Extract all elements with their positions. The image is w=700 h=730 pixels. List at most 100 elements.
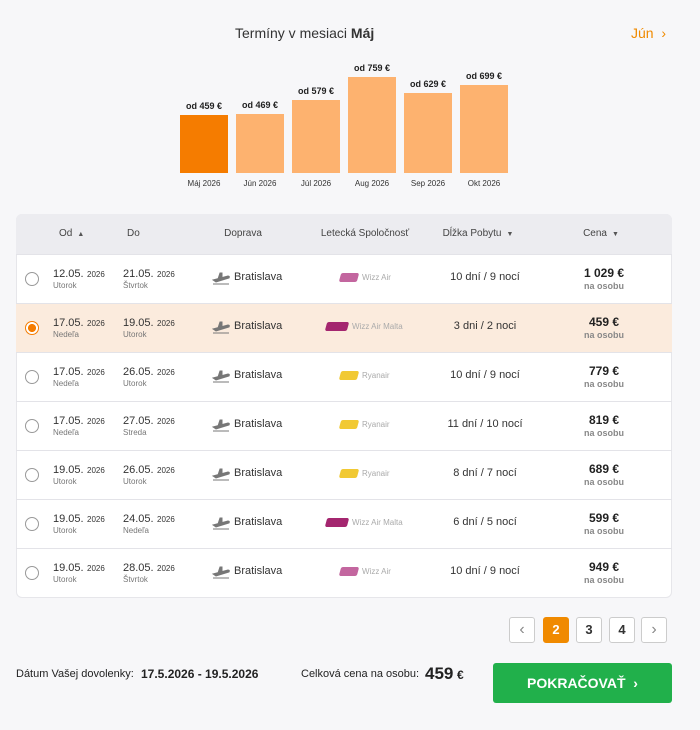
sort-icon: ▲ — [77, 231, 85, 238]
days: 8 dní — [453, 467, 478, 479]
airline-logo — [338, 371, 360, 380]
radio[interactable] — [25, 272, 39, 286]
next-month[interactable]: Jún › — [631, 25, 667, 41]
weekday: Nedeľa — [53, 379, 79, 388]
weekday: Streda — [123, 428, 147, 437]
airline: Wizz Air — [362, 567, 391, 576]
airline-logo — [338, 273, 360, 282]
duration: 10 dní / 9 nocí — [450, 369, 520, 381]
year: 2026 — [157, 466, 175, 475]
bar[interactable] — [292, 99, 340, 173]
radio[interactable] — [25, 566, 39, 580]
bar[interactable] — [236, 113, 284, 173]
header-cell[interactable]: Do — [127, 228, 140, 239]
plane-icon — [211, 320, 230, 334]
weekday: Štvrtok — [123, 281, 148, 290]
month-label: Jún 2026 — [243, 179, 277, 188]
nights: 7 nocí — [486, 467, 517, 479]
airline: Wizz Air Malta — [352, 322, 403, 331]
date: 12.05. — [53, 268, 84, 280]
bar[interactable] — [348, 76, 396, 173]
row[interactable] — [16, 254, 672, 303]
date: 24.05. — [123, 513, 154, 525]
transport: Bratislava — [234, 516, 283, 528]
date-label: Dátum Vašej dovolenky: — [16, 668, 134, 680]
total-price: 459 — [425, 664, 454, 683]
weekday: Utorok — [53, 281, 77, 290]
nights: 9 nocí — [489, 369, 520, 381]
next-page[interactable]: › — [641, 617, 667, 643]
airline-logo — [338, 420, 360, 429]
date: 26.05. — [123, 464, 154, 476]
bar-label: od 459 € — [185, 100, 223, 111]
plane — [211, 517, 230, 530]
page-button[interactable]: 4 — [609, 617, 635, 643]
transport: Bratislava — [234, 369, 283, 381]
price-note: na osobu — [584, 575, 624, 585]
date: 17.05. — [53, 415, 84, 427]
page-button[interactable]: 2 — [543, 617, 569, 643]
duration: 10 dní / 9 nocí — [450, 271, 520, 283]
weekday: Utorok — [123, 330, 147, 339]
header-label: Od — [59, 228, 73, 239]
weekday: Nedeľa — [53, 330, 79, 339]
header-cell[interactable]: Od ▲ — [59, 228, 84, 239]
next-month-label: Jún — [631, 25, 654, 41]
row[interactable] — [16, 548, 672, 597]
bar[interactable] — [460, 84, 508, 173]
sort-icon: ▼ — [506, 231, 514, 238]
header-cell[interactable]: Cena ▼ — [521, 228, 681, 239]
bar-label: od 699 € — [465, 70, 503, 81]
bar-label: od 579 € — [297, 85, 335, 96]
header-cell[interactable]: Letecká Spoločnosť — [285, 228, 445, 239]
weekday: Štvrtok — [123, 575, 148, 584]
price: 949 € — [588, 560, 620, 574]
days: 6 dní — [453, 516, 478, 528]
duration: 3 dni / 2 noci — [453, 320, 517, 332]
year: 2026 — [87, 515, 105, 524]
row[interactable] — [16, 352, 672, 401]
month-label: Júl 2026 — [300, 179, 332, 188]
month-label: Aug 2026 — [354, 179, 390, 188]
nights: 9 nocí — [489, 271, 520, 283]
year: 2026 — [87, 466, 105, 475]
days: 11 dní — [447, 418, 478, 430]
plane-icon — [211, 516, 230, 530]
radio[interactable] — [25, 468, 39, 482]
header-cell[interactable]: Doprava — [163, 228, 323, 239]
bar[interactable] — [404, 93, 452, 173]
header-cell[interactable]: Dĺžka Pobytu ▼ — [398, 228, 558, 239]
transport: Bratislava — [234, 320, 283, 332]
weekday: Utorok — [53, 575, 77, 584]
price: 459 € — [588, 315, 620, 329]
plane — [211, 370, 230, 383]
transport: Bratislava — [234, 418, 283, 430]
radio[interactable] — [25, 517, 39, 531]
price: 819 € — [588, 413, 620, 427]
year: 2026 — [87, 270, 105, 279]
row[interactable] — [16, 401, 672, 450]
row[interactable] — [16, 499, 672, 548]
airline-logo — [324, 322, 350, 331]
plane-icon — [211, 369, 230, 383]
prev-page[interactable]: ‹ — [509, 617, 535, 643]
radio[interactable] — [25, 370, 39, 384]
row[interactable] — [16, 450, 672, 499]
year: 2026 — [157, 515, 175, 524]
days: 3 dni — [453, 320, 478, 332]
radio[interactable] — [25, 419, 39, 433]
price-note: na osobu — [584, 330, 624, 340]
nights: 5 nocí — [486, 516, 517, 528]
button-label: POKRAČOVAŤ — [527, 675, 626, 691]
continue-button[interactable]: POKRAČOVAŤ › — [493, 663, 672, 703]
radio[interactable] — [25, 321, 39, 335]
price-label: Celková cena na osobu: — [301, 668, 420, 680]
header-label: Letecká Spoločnosť — [320, 228, 410, 239]
page-button[interactable]: 3 — [576, 617, 602, 643]
date: 19.05. — [123, 317, 154, 329]
title-prefix: Termíny v mesiaci — [235, 25, 348, 41]
month-label: Okt 2026 — [467, 179, 501, 188]
plane — [211, 321, 230, 334]
bar[interactable] — [180, 114, 228, 173]
